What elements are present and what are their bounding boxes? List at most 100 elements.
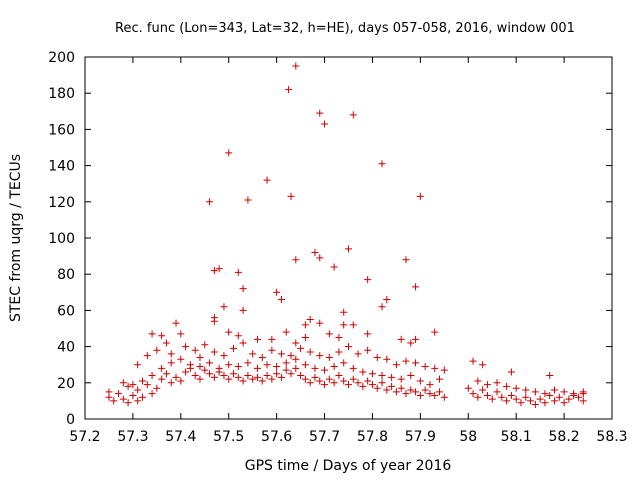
data-point bbox=[498, 393, 506, 401]
data-point bbox=[134, 397, 142, 405]
data-point bbox=[507, 391, 515, 399]
data-point bbox=[479, 361, 487, 369]
data-point bbox=[527, 397, 535, 405]
data-point bbox=[148, 330, 156, 338]
data-point bbox=[378, 372, 386, 380]
data-point bbox=[579, 397, 587, 405]
data-point bbox=[206, 198, 214, 206]
data-point bbox=[546, 391, 554, 399]
data-point bbox=[119, 395, 127, 403]
data-point bbox=[397, 375, 405, 383]
data-point bbox=[182, 368, 190, 376]
data-point bbox=[570, 391, 578, 399]
data-point bbox=[531, 388, 539, 396]
data-point bbox=[162, 339, 170, 347]
data-point bbox=[316, 352, 324, 360]
data-point bbox=[316, 377, 324, 385]
data-point bbox=[316, 319, 324, 327]
data-point bbox=[335, 334, 343, 342]
y-tick-label: 200 bbox=[48, 50, 75, 66]
data-point bbox=[397, 335, 405, 343]
x-tick-label: 58.1 bbox=[501, 429, 532, 445]
data-point bbox=[555, 393, 563, 401]
data-point bbox=[311, 364, 319, 372]
data-point bbox=[392, 388, 400, 396]
data-point bbox=[551, 386, 559, 394]
data-point bbox=[531, 401, 539, 409]
data-point bbox=[306, 348, 314, 356]
data-point bbox=[263, 176, 271, 184]
data-point bbox=[517, 399, 525, 407]
data-point bbox=[225, 149, 233, 157]
data-point bbox=[167, 350, 175, 358]
data-point bbox=[522, 393, 530, 401]
data-point bbox=[287, 352, 295, 360]
data-point bbox=[301, 361, 309, 369]
data-point bbox=[253, 373, 261, 381]
data-point bbox=[143, 381, 151, 389]
data-point bbox=[292, 355, 300, 363]
y-tick-label: 40 bbox=[57, 340, 75, 356]
data-point bbox=[138, 393, 146, 401]
data-point bbox=[354, 379, 362, 387]
data-point bbox=[340, 321, 348, 329]
data-point bbox=[215, 364, 223, 372]
data-point bbox=[124, 382, 132, 390]
data-point bbox=[115, 390, 123, 398]
data-point bbox=[129, 381, 137, 389]
data-point bbox=[479, 386, 487, 394]
x-axis: 57.2 57.3 57.4 57.5 57.6 57.7 57.8 57.9 58 58.1 58… bbox=[69, 57, 628, 445]
data-point bbox=[167, 359, 175, 367]
data-point bbox=[522, 386, 530, 394]
x-tick-label: 57.4 bbox=[165, 429, 196, 445]
data-point bbox=[431, 391, 439, 399]
data-point bbox=[167, 379, 175, 387]
data-point bbox=[210, 348, 218, 356]
data-point bbox=[512, 395, 520, 403]
x-tick-label: 58 bbox=[459, 429, 477, 445]
data-point bbox=[220, 303, 228, 311]
data-point bbox=[172, 319, 180, 327]
data-point bbox=[541, 399, 549, 407]
data-point bbox=[565, 395, 573, 403]
data-point bbox=[551, 397, 559, 405]
data-point bbox=[378, 160, 386, 168]
data-point bbox=[440, 366, 448, 374]
data-point bbox=[258, 377, 266, 385]
data-point bbox=[373, 353, 381, 361]
data-point bbox=[306, 379, 314, 387]
data-point bbox=[316, 254, 324, 262]
data-point bbox=[392, 361, 400, 369]
data-point bbox=[368, 370, 376, 378]
data-point bbox=[191, 372, 199, 380]
data-point bbox=[277, 350, 285, 358]
data-point bbox=[148, 372, 156, 380]
data-point bbox=[483, 391, 491, 399]
data-point bbox=[206, 359, 214, 367]
data-point bbox=[292, 364, 300, 372]
data-point bbox=[234, 373, 242, 381]
data-point bbox=[469, 357, 477, 365]
data-point bbox=[364, 377, 372, 385]
data-point bbox=[268, 375, 276, 383]
data-point bbox=[110, 397, 118, 405]
data-point bbox=[153, 384, 161, 392]
data-point bbox=[311, 373, 319, 381]
data-point bbox=[402, 357, 410, 365]
data-point bbox=[273, 288, 281, 296]
data-point bbox=[541, 390, 549, 398]
data-point bbox=[388, 382, 396, 390]
data-point bbox=[512, 384, 520, 392]
data-point bbox=[158, 375, 166, 383]
y-tick-label: 180 bbox=[48, 86, 75, 102]
data-point bbox=[383, 386, 391, 394]
data-point bbox=[388, 373, 396, 381]
data-point bbox=[378, 303, 386, 311]
data-point bbox=[186, 361, 194, 369]
data-point bbox=[579, 390, 587, 398]
y-axis: 0 20 40 60 80 100 120 140 160 180 200 bbox=[48, 50, 612, 428]
data-point bbox=[220, 372, 228, 380]
data-point bbox=[359, 382, 367, 390]
data-point bbox=[311, 248, 319, 256]
